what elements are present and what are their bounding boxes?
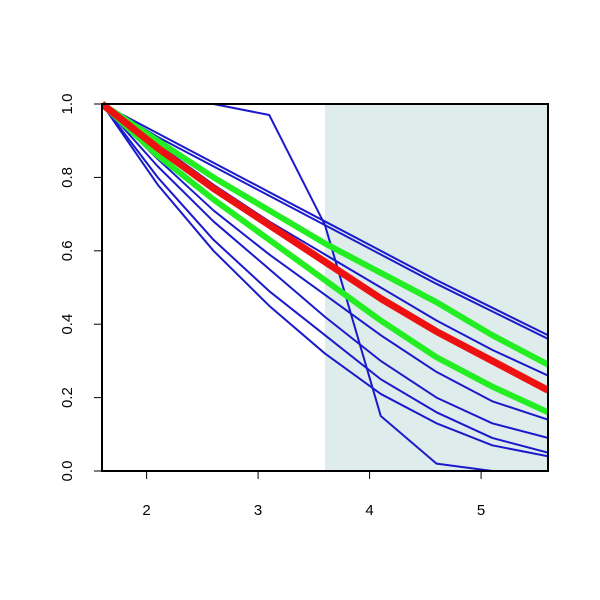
curve [102,101,548,394]
curve [102,103,548,337]
curve [102,103,548,421]
x-tick-label: 2 [142,502,150,519]
x-tick-label: 4 [365,502,373,519]
plot-frame [101,103,549,472]
y-tick-label: 0.4 [59,314,76,335]
y-tick-label: 0.6 [59,240,76,261]
curve [102,103,548,458]
y-tick-label: 0.2 [59,387,76,408]
curve [102,101,548,368]
curve [102,101,548,416]
y-tick-label: 0.8 [59,167,76,188]
x-tick-label: 3 [254,502,262,519]
curve [102,103,548,454]
y-tick-label: 1.0 [59,94,76,115]
curve [102,103,548,439]
y-tick-label: 0.0 [59,461,76,482]
x-tick-label: 5 [477,502,485,519]
